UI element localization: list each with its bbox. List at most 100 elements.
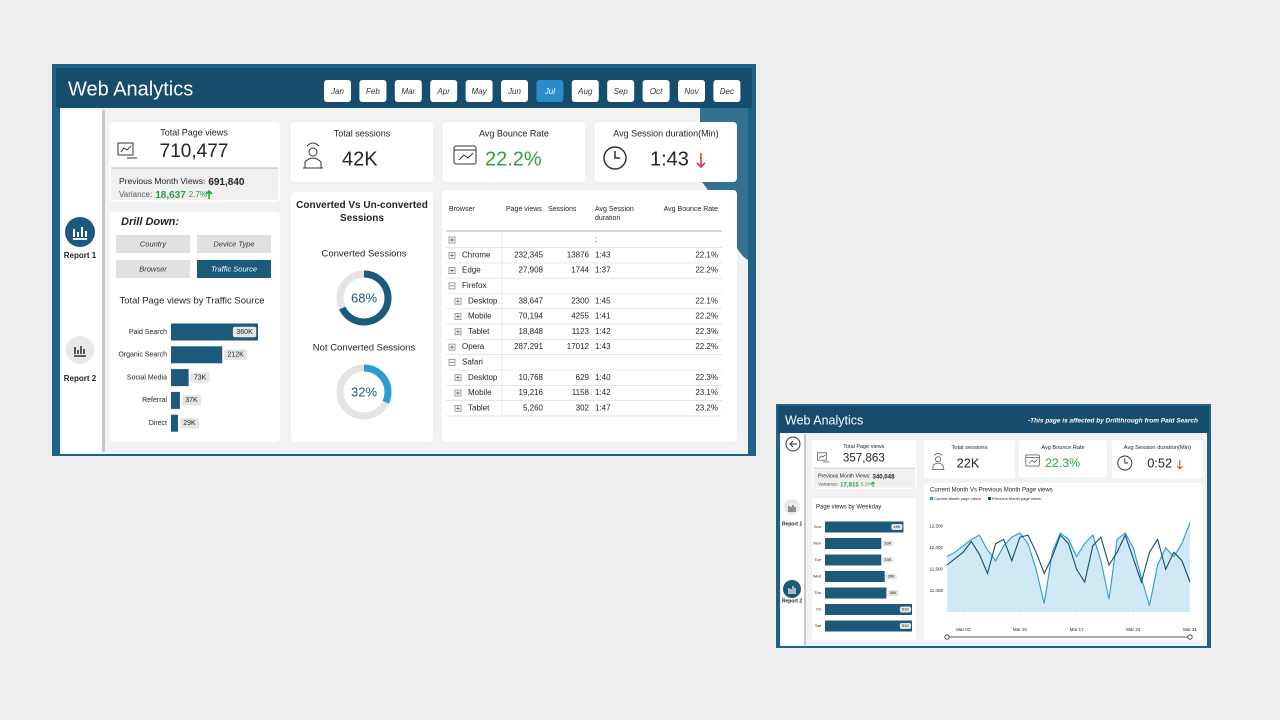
nav-label[interactable]: Report 2 <box>64 374 97 383</box>
expand-icon[interactable] <box>454 404 462 412</box>
kpi-label: Total sessions <box>334 128 391 138</box>
value-label-bg <box>882 557 894 563</box>
drill-button-label[interactable]: Country <box>140 239 168 248</box>
month-label[interactable]: Jul <box>544 87 555 96</box>
cell: 17012 <box>567 342 590 351</box>
month-label[interactable]: Nov <box>684 87 699 96</box>
kpi-label: Total Page views <box>843 444 884 450</box>
cell: Chrome <box>462 250 491 259</box>
variance-label: Variance: <box>818 482 838 488</box>
bar <box>825 620 912 632</box>
month-button[interactable] <box>430 80 458 102</box>
cell: 38,647 <box>519 296 544 305</box>
nav-label[interactable]: Report 1 <box>64 251 97 260</box>
month-button[interactable] <box>324 80 351 102</box>
value-label-bg <box>882 540 894 547</box>
expand-icon[interactable] <box>448 251 456 259</box>
drill-button[interactable] <box>116 235 190 253</box>
value-label: 51K <box>902 623 909 628</box>
bar <box>171 346 223 364</box>
month-button[interactable] <box>359 80 387 102</box>
expand-icon[interactable] <box>454 313 462 320</box>
expand-icon[interactable] <box>448 267 456 274</box>
expand-icon[interactable] <box>454 328 462 336</box>
cell: 27,908 <box>519 266 544 275</box>
value-label-bg <box>223 349 248 361</box>
card <box>1019 440 1108 478</box>
month-button[interactable] <box>465 80 493 102</box>
category-label: Thu <box>814 590 821 595</box>
cell: 1158 <box>572 388 590 397</box>
drill-button-label[interactable]: Traffic Source <box>211 264 257 273</box>
expand-icon[interactable] <box>448 236 456 244</box>
expand-icon[interactable] <box>448 359 456 366</box>
value-label: 33K <box>884 557 891 562</box>
back-button[interactable] <box>785 436 801 452</box>
expand-icon[interactable] <box>448 343 456 351</box>
month-label[interactable]: Jun <box>507 87 521 96</box>
cell: 1123 <box>572 327 590 336</box>
kpi-value: 0:52 <box>1147 456 1172 471</box>
month-label[interactable]: Apr <box>436 87 450 96</box>
bar <box>825 554 882 566</box>
expand-icon-glyph <box>456 299 460 304</box>
month-label[interactable]: Mar <box>401 87 415 96</box>
cell: 5,260 <box>523 403 544 412</box>
drill-button[interactable] <box>197 260 271 278</box>
month-label[interactable]: May <box>472 87 488 96</box>
expand-icon[interactable] <box>454 297 462 305</box>
cell: 1:43 <box>595 250 611 259</box>
cell: Desktop <box>468 373 498 382</box>
chart-title: Page views by Weekday <box>816 505 881 511</box>
expand-icon-glyph <box>456 375 460 380</box>
kpi-label: Avg Bounce Rate <box>1041 445 1084 451</box>
expand-icon[interactable] <box>454 374 462 382</box>
nav-icon[interactable] <box>783 580 801 598</box>
kpi-icon <box>603 146 627 170</box>
month-label[interactable]: Aug <box>577 87 593 96</box>
month-button[interactable] <box>678 80 705 102</box>
legend-swatch <box>988 497 991 500</box>
cell: 1:40 <box>595 373 611 382</box>
area <box>947 522 1190 612</box>
drill-button[interactable] <box>116 260 190 278</box>
bar <box>825 521 904 533</box>
card <box>812 498 916 640</box>
slider-handle[interactable] <box>1187 634 1193 640</box>
month-label[interactable]: Sep <box>614 87 629 96</box>
nav-panel <box>781 434 804 645</box>
month-label[interactable]: Dec <box>720 87 734 96</box>
nav-icon[interactable] <box>784 499 800 515</box>
expand-icon[interactable] <box>448 282 456 290</box>
category-label: Tue <box>814 557 822 562</box>
month-button[interactable] <box>713 80 741 102</box>
month-button[interactable] <box>536 80 564 102</box>
drill-button-label[interactable]: Browser <box>139 264 167 273</box>
nav-icon-glyph <box>74 346 86 357</box>
month-button[interactable] <box>394 80 422 102</box>
drill-button[interactable] <box>197 235 271 253</box>
month-button[interactable] <box>642 80 670 102</box>
kpi-icon <box>1124 458 1129 464</box>
month-button[interactable] <box>607 80 635 102</box>
slider-handle[interactable] <box>944 634 950 640</box>
month-label[interactable]: Oct <box>650 87 663 96</box>
kpi-value: 357,863 <box>843 452 885 464</box>
cell: 302 <box>576 403 590 412</box>
nav-panel <box>62 110 102 452</box>
expand-icon[interactable] <box>454 389 462 397</box>
nav-label[interactable]: Report 1 <box>782 521 803 527</box>
cell: 1:42 <box>595 388 611 397</box>
month-button[interactable] <box>571 80 599 102</box>
drill-button-label[interactable]: Device Type <box>213 239 254 248</box>
header-cell-box: Page views <box>506 206 542 213</box>
up-arrow <box>205 189 213 199</box>
month-button[interactable] <box>501 80 528 102</box>
nav-icon[interactable] <box>66 336 94 364</box>
nav-icon[interactable] <box>65 217 95 247</box>
variance-line: Variance: 17,815 5.2% <box>818 481 872 488</box>
nav-label[interactable]: Report 2 <box>782 598 803 604</box>
line <box>946 522 1191 606</box>
month-label[interactable]: Feb <box>366 87 380 96</box>
month-label[interactable]: Jan <box>330 87 344 96</box>
